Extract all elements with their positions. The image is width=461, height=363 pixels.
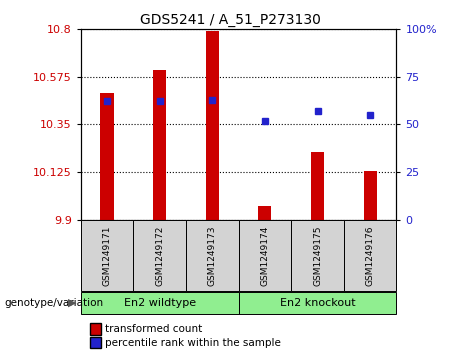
Text: GSM1249174: GSM1249174 [260, 225, 269, 286]
Text: genotype/variation: genotype/variation [5, 298, 104, 308]
Bar [344, 220, 396, 291]
Text: GSM1249176: GSM1249176 [366, 225, 375, 286]
Bar [291, 220, 344, 291]
Text: transformed count: transformed count [105, 324, 202, 334]
Bar [206, 31, 219, 220]
Text: GSM1249172: GSM1249172 [155, 225, 164, 286]
Text: GSM1249175: GSM1249175 [313, 225, 322, 286]
Text: percentile rank within the sample: percentile rank within the sample [105, 338, 281, 348]
Bar [100, 93, 113, 220]
Bar [239, 292, 396, 314]
Text: En2 wildtype: En2 wildtype [124, 298, 195, 308]
Bar [364, 171, 377, 220]
Bar [311, 152, 324, 220]
Bar [81, 292, 239, 314]
Text: ▶: ▶ [68, 298, 76, 308]
Text: En2 knockout: En2 knockout [280, 298, 355, 308]
Text: GDS5241 / A_51_P273130: GDS5241 / A_51_P273130 [140, 13, 321, 27]
Text: GSM1249173: GSM1249173 [208, 225, 217, 286]
Text: GSM1249171: GSM1249171 [102, 225, 112, 286]
Bar [81, 220, 133, 291]
Bar [258, 206, 272, 220]
Bar [133, 220, 186, 291]
Bar [153, 70, 166, 220]
Bar [239, 220, 291, 291]
Bar [186, 220, 239, 291]
